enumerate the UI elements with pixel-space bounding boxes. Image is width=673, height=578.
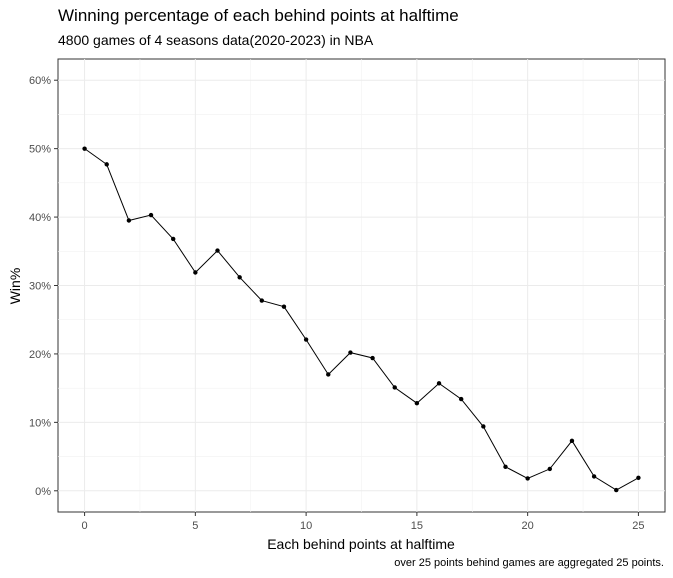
data-point [348, 350, 353, 355]
data-point [237, 275, 242, 280]
data-point [569, 438, 575, 444]
x-tick-label: 5 [192, 520, 198, 532]
chart-caption: over 25 points behind games are aggregat… [394, 557, 664, 569]
series-win-percentage [82, 146, 641, 493]
chart-title: Winning percentage of each behind points… [58, 6, 459, 25]
data-point [193, 270, 198, 275]
y-tick-label: 10% [29, 417, 51, 429]
data-point [215, 248, 220, 253]
data-point [591, 474, 597, 479]
data-point [458, 396, 464, 402]
grid-lines [58, 59, 665, 512]
x-tick-label: 10 [300, 520, 312, 532]
data-point [259, 298, 265, 303]
x-tick-label: 25 [632, 520, 644, 532]
chart-subtitle: 4800 games of 4 seasons data(2020-2023) … [58, 32, 374, 48]
data-point [104, 162, 109, 167]
data-point [281, 304, 287, 309]
data-point [547, 466, 553, 472]
data-point [636, 475, 641, 480]
y-tick-label: 50% [29, 144, 51, 156]
y-tick-label: 40% [29, 212, 51, 224]
data-point [392, 385, 397, 390]
data-point [170, 236, 176, 242]
data-point [525, 476, 530, 481]
y-tick-label: 0% [35, 486, 51, 498]
axes: 0% 10% 20% 30% 40% 50% 60% 0 5 10 15 20 25 [29, 75, 645, 532]
data-point [614, 487, 619, 493]
y-tick-label: 20% [29, 349, 51, 361]
data-point [503, 464, 508, 470]
y-axis-label: Win% [7, 268, 23, 305]
x-tick-label: 0 [82, 520, 88, 532]
data-point [82, 146, 87, 151]
x-tick-label: 20 [522, 520, 534, 532]
series-line [84, 148, 639, 491]
data-point [414, 400, 420, 406]
data-point [481, 424, 486, 429]
y-tick-label: 60% [29, 75, 51, 87]
data-point [326, 372, 331, 377]
x-axis-label: Each behind points at halftime [267, 536, 455, 552]
data-point [370, 355, 375, 361]
data-point [436, 381, 442, 386]
data-point [303, 337, 309, 342]
data-point [148, 212, 154, 218]
x-tick-label: 15 [411, 520, 423, 532]
y-tick-label: 30% [29, 281, 51, 293]
data-point [126, 218, 132, 223]
